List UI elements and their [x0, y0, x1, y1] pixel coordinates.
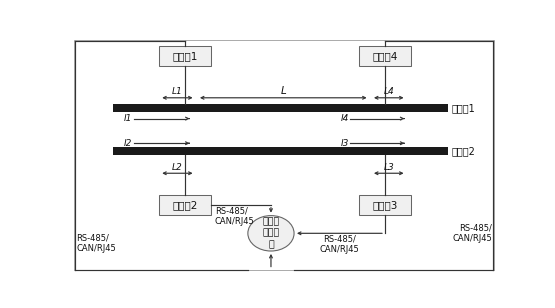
Text: 回流轨1: 回流轨1 [452, 103, 476, 113]
Text: 传感器3: 传感器3 [372, 200, 397, 210]
Text: I4: I4 [340, 114, 349, 123]
Text: L: L [280, 86, 286, 96]
Text: I1: I1 [124, 114, 132, 123]
Text: I2: I2 [124, 139, 132, 148]
Text: 回流轨2: 回流轨2 [452, 146, 476, 156]
Text: RS-485/
CAN/RJ45: RS-485/ CAN/RJ45 [76, 234, 116, 253]
Text: L3: L3 [384, 163, 394, 172]
Bar [359, 195, 411, 215]
Text: 传感器4: 传感器4 [372, 51, 397, 61]
Bar [359, 46, 411, 66]
Text: RS-485/
CAN/RJ45: RS-485/ CAN/RJ45 [320, 235, 360, 254]
Text: L4: L4 [384, 87, 394, 96]
Text: I3: I3 [340, 139, 349, 148]
Bar [113, 147, 448, 155]
Text: 计算及
显示装
置: 计算及 显示装 置 [263, 218, 280, 249]
Text: L1: L1 [172, 87, 183, 96]
Text: RS-485/
CAN/RJ45: RS-485/ CAN/RJ45 [452, 224, 492, 243]
Text: 传感器2: 传感器2 [172, 200, 198, 210]
Bar [159, 195, 211, 215]
Ellipse shape [248, 216, 294, 251]
Bar [113, 104, 448, 111]
Bar [159, 46, 211, 66]
Text: L2: L2 [172, 163, 183, 172]
Text: 传感器1: 传感器1 [172, 51, 198, 61]
Text: RS-485/
CAN/RJ45: RS-485/ CAN/RJ45 [215, 206, 255, 226]
